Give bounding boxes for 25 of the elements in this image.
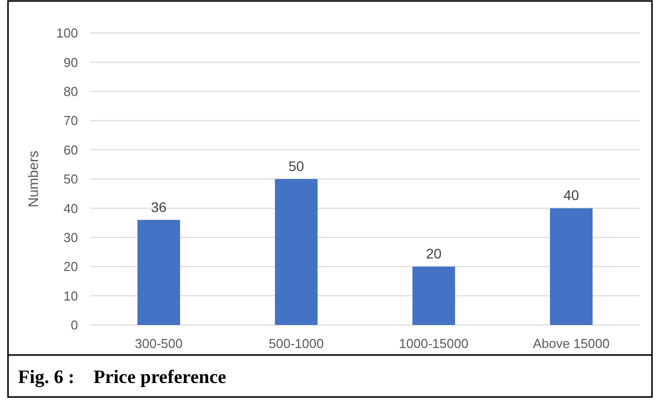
x-tick-label: 300-500 [134,336,183,351]
y-tick-label: 70 [64,113,78,128]
y-tick-label: 20 [64,259,78,274]
x-tick-label: 500-1000 [268,336,324,351]
data-label: 36 [150,198,167,215]
x-tick-label: Above 15000 [532,336,610,351]
data-label: 50 [288,158,304,174]
x-tick-label: 1000-15000 [399,336,468,351]
text: Fig. 6 : Price preference [18,367,226,388]
bar [137,220,180,325]
data-label: 40 [563,187,580,204]
y-tick-label: 80 [64,84,78,99]
bar [274,179,318,325]
bar [550,208,593,325]
y-tick-label: 90 [64,54,78,70]
y-tick-label: 0 [70,318,78,333]
data-label: 20 [426,246,442,262]
y-tick-label: 100 [56,26,78,41]
y-tick-label: 10 [64,288,78,304]
y-axis-title: Numbers [25,150,41,208]
y-tick-label: 30 [64,230,78,245]
y-tick-label: 60 [64,142,78,158]
y-tick-label: 40 [64,200,78,216]
y-tick-label: 50 [64,172,78,187]
bar [412,266,456,325]
